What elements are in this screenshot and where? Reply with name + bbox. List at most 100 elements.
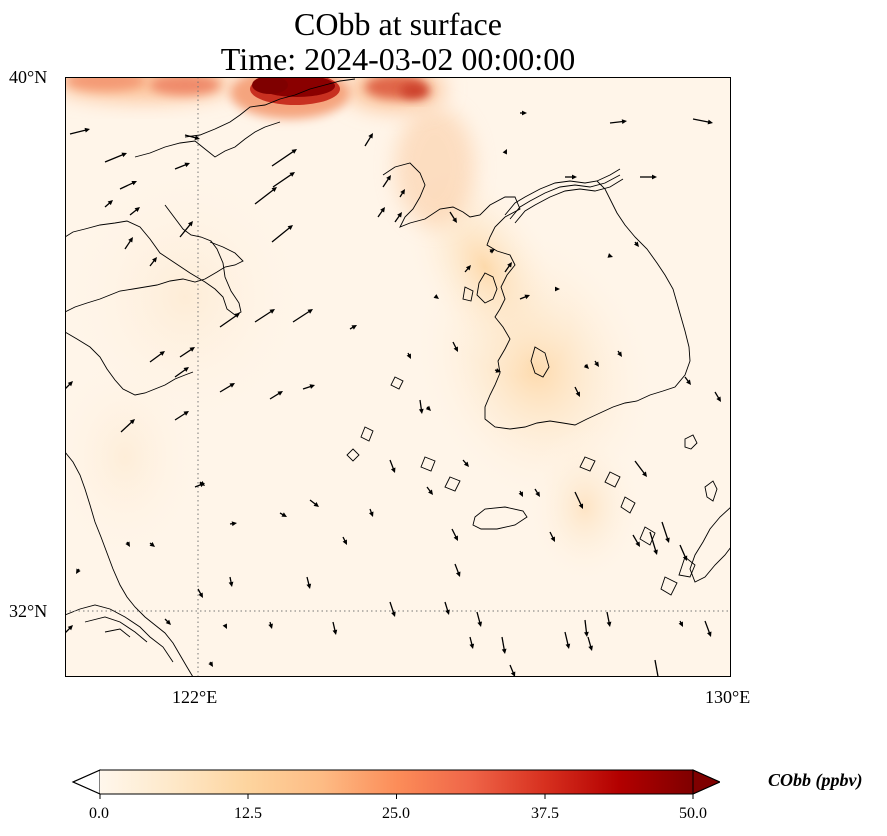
wind-arrow-head [418, 408, 424, 414]
wind-arrow [254, 310, 273, 323]
wind-arrow-head [575, 391, 580, 397]
wind-arrow-head [621, 119, 627, 124]
colorbar-tick-1: 12.5 [234, 805, 262, 822]
wind-arrow-head [445, 609, 450, 615]
wind-arrow-head [495, 368, 501, 373]
wind-arrow-head [606, 621, 612, 627]
wind-arrow-head [428, 489, 433, 495]
wind-arrow-head [652, 174, 657, 180]
wind-arrow [120, 420, 134, 433]
wind-arrow-head [129, 419, 135, 425]
wind-arrow-head [194, 135, 200, 141]
yellow-sea-west-coast [65, 331, 194, 396]
wind-arrow-head [522, 110, 527, 116]
ulleung-island [684, 434, 698, 450]
wind-arrow-head [287, 225, 293, 231]
wind-arrow [584, 619, 588, 635]
wind-arrow-head [134, 207, 140, 212]
colorbar-min-extend [71, 769, 101, 795]
wind-arrow-head [208, 661, 213, 667]
coastlines [65, 78, 731, 677]
wind-arrow [184, 134, 198, 139]
wind-arrow-head [306, 583, 312, 589]
wind-arrow-head [222, 623, 227, 629]
wind-arrow-head [189, 347, 195, 352]
wind-arrow-head [455, 571, 461, 577]
wind-arrow [104, 153, 125, 163]
colorbar-gradient [100, 770, 693, 794]
wind-arrow-head [125, 541, 130, 547]
wind-arrow-head [228, 581, 234, 587]
bohai-coast [134, 121, 281, 158]
wind-arrow-head [368, 133, 373, 139]
wind-arrow [574, 491, 583, 507]
wind-arrow-head [465, 265, 471, 271]
wind-arrow-head [453, 346, 458, 352]
map-title: CObb at surface [294, 6, 502, 42]
japan-coast [689, 506, 731, 583]
dmz-line [504, 168, 621, 216]
wind-arrow-head [199, 481, 205, 486]
wind-arrow-head [653, 549, 658, 555]
wind-arrow-head [271, 187, 277, 192]
wind-arrow-head [578, 503, 584, 509]
lat-label-40n: 40°N [9, 67, 48, 87]
tsushima [704, 480, 718, 502]
wind-arrow [179, 222, 192, 238]
wind-arrow [389, 601, 395, 615]
wind-arrow-head [463, 461, 469, 467]
wind-arrow-head [307, 309, 313, 314]
yangtze-estuary [65, 604, 174, 663]
colorbar-max-extend [692, 769, 720, 795]
wind-arrow [174, 412, 187, 421]
wind-arrow-head [686, 379, 691, 385]
lat-label-32n: 32°N [9, 601, 48, 621]
wind-arrow-head [386, 175, 391, 181]
wind-arrow-head [594, 361, 599, 367]
wind-arrow-head [121, 152, 127, 158]
wind-arrow-head [707, 119, 713, 125]
wind-arrow-head [634, 241, 639, 247]
wind-arrow-head [565, 643, 571, 649]
north-coast [184, 78, 356, 138]
wind-arrow-head [107, 200, 113, 206]
wind-arrow-head [510, 671, 516, 677]
wind-arrow-head [665, 537, 670, 543]
wind-arrow [254, 188, 276, 205]
wind-arrow [219, 383, 233, 393]
wind-arrow-head [231, 521, 237, 527]
wind-arrow-head [390, 467, 396, 473]
wind-arrow [654, 659, 659, 677]
colorbar-tick-0: 0.0 [89, 805, 109, 822]
wind-arrow [272, 173, 293, 188]
colorbar-tick-2: 25.0 [382, 805, 410, 822]
wind-arrow-head [469, 643, 475, 649]
wind-arrow-head [642, 471, 647, 477]
wind-arrow-head [617, 351, 622, 357]
wind-arrow-head [84, 127, 90, 133]
wind-arrow [704, 620, 711, 635]
wind-arrow-head [502, 149, 507, 155]
wind-arrow-head [332, 629, 338, 635]
wind-arrow-head [535, 491, 540, 497]
wind-arrow-head [518, 491, 523, 497]
wind-vectors [65, 110, 721, 677]
wind-arrow-head [425, 405, 431, 411]
wind-arrow-head [452, 217, 457, 223]
concentration-map [65, 77, 731, 677]
wind-arrow-head [76, 568, 81, 574]
wind-arrow [269, 392, 281, 400]
wind-arrow-head [583, 363, 589, 369]
wind-arrow-head [550, 536, 555, 542]
wind-arrow-head [309, 384, 315, 389]
wind-arrow-head [184, 162, 190, 168]
wind-arrow-head [400, 189, 405, 195]
wind-arrow-head [524, 294, 530, 300]
west-korea-islands [476, 272, 498, 304]
wind-arrow-head [351, 325, 357, 330]
wind-arrow-head [397, 212, 402, 218]
map-timestamp: Time: 2024-03-02 00:00:00 [220, 41, 576, 77]
wind-arrow-head [198, 592, 203, 598]
jeju-island [472, 506, 528, 530]
wind-arrow-head [149, 542, 155, 547]
